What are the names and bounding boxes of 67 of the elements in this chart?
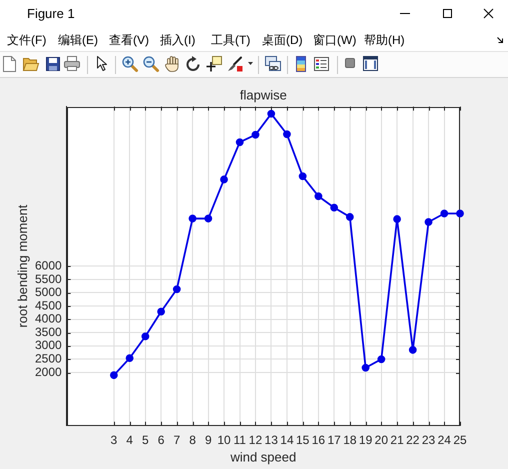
point	[283, 130, 291, 138]
text: 工具(T)	[211, 32, 250, 49]
point	[126, 354, 134, 362]
point	[393, 215, 401, 223]
point	[220, 176, 228, 184]
x-tick-label: 9	[204, 433, 212, 448]
point	[204, 214, 212, 222]
x-tick-label: 7	[173, 433, 180, 448]
x-tick-label: 14	[280, 433, 294, 448]
y-tick-label: 6000	[34, 258, 62, 272]
point	[252, 130, 260, 139]
x-tick-label: 5	[142, 433, 150, 448]
text: 编辑(E)	[58, 32, 98, 49]
x-axis-title: wind speed	[229, 449, 296, 464]
x-tick-label: 16	[312, 433, 326, 448]
x-tick-label: 21	[390, 433, 404, 448]
point	[330, 204, 338, 212]
point	[346, 213, 354, 221]
text: 窗口(W)	[313, 32, 356, 49]
y-tick-label: 3000	[34, 338, 62, 352]
point	[456, 210, 464, 218]
x-tick-label: 23	[422, 433, 436, 448]
y-tick-label: 5000	[34, 285, 62, 300]
point	[110, 371, 118, 380]
x-tick-label: 3	[110, 433, 118, 448]
y-tick-label: 4000	[34, 312, 62, 326]
x-tick-label: 24	[438, 433, 452, 448]
y-tick-label: 3500	[34, 324, 62, 339]
x-tick-label: 13	[264, 433, 278, 448]
point	[377, 355, 386, 364]
chart-title: flapwise	[240, 87, 287, 102]
x-tick-label: 25	[453, 433, 467, 448]
x-tick-label: 18	[343, 433, 357, 448]
x-tick-label: 17	[327, 433, 342, 448]
x-tick-label: 15	[296, 433, 310, 448]
y-tick-label: 5500	[34, 272, 62, 286]
y-tick-label: 4500	[34, 298, 62, 312]
text: 帮助(H)	[364, 32, 405, 49]
text: 插入(I)	[160, 32, 196, 49]
x-tick-label: 4	[126, 433, 134, 448]
x-tick-label: 11	[234, 433, 246, 448]
point	[298, 172, 307, 180]
point	[408, 346, 417, 354]
point	[188, 214, 196, 222]
x-tick-label: 19	[358, 433, 373, 448]
x-tick-label: 8	[189, 433, 196, 448]
caption: Figure 1	[27, 6, 75, 22]
x-tick-label: 22	[406, 433, 420, 448]
point	[314, 192, 322, 200]
y-tick-label: 2000	[34, 364, 62, 379]
x-tick-label: 20	[374, 433, 388, 448]
text: 文件(F)	[7, 32, 46, 49]
x-tick-label: 10	[217, 433, 232, 448]
point	[424, 218, 432, 226]
text: 查看(V)	[109, 32, 149, 49]
point	[267, 110, 276, 118]
y-tick-label: 2500	[34, 352, 62, 366]
x-tick-label: 12	[248, 433, 262, 448]
point	[172, 285, 181, 294]
point	[157, 308, 165, 316]
x-tick-label: 6	[158, 433, 165, 448]
point	[440, 210, 448, 218]
text: 桌面(D)	[262, 32, 303, 49]
y-axis-title: root bending moment	[14, 204, 30, 328]
point	[236, 138, 244, 146]
point	[362, 364, 370, 372]
point	[141, 332, 150, 340]
